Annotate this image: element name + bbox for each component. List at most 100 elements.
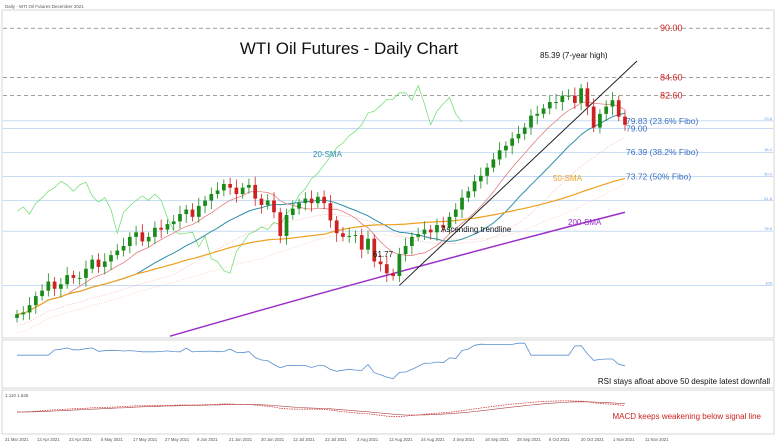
candle-body [184,209,189,215]
candle-body [572,95,577,103]
candle-body [209,194,214,201]
x-tick-label: 1 Nov 2021 [613,437,635,442]
candle-body [478,175,483,182]
cloud-span-b [16,183,626,333]
candle-body [284,215,289,236]
candle-body [109,255,113,262]
x-tick-label: 12 Aug 2021 [389,437,413,442]
candle-body [591,106,596,128]
level-label: 76.39 (38.2% Fibo) [626,147,698,157]
candle-body [334,220,339,234]
candle-body [435,225,439,233]
candle-body [391,273,395,277]
x-axis: 31 Mar 2021 13 Apr 2021 23 Apr 2021 5 May 2… [5,437,669,442]
candle-body [416,234,421,237]
x-tick-label: 27 May 2021 [165,437,190,442]
x-tick-label: 12 Jul 2021 [293,437,315,442]
candle-body [441,225,446,228]
annotation-sma200: 200-SMA [568,218,602,227]
x-tick-label: 8 Oct 2021 [549,437,570,442]
price-panel [1,9,775,339]
symbol-header: Daily · WTI Oil Futures December 2021 [5,4,84,9]
fibo-tag: 78.6 [764,226,773,231]
candle-body [265,200,270,205]
annotation-high: 85.39 (7-year high) [540,51,608,60]
candle-body [165,224,170,230]
candle-body [33,296,38,306]
x-tick-label: 22 Jul 2021 [325,437,347,442]
candle-body [84,268,88,278]
candle-body [566,95,571,97]
cloud-span-a [16,137,626,326]
candle-body [529,115,533,128]
x-tick-label: 23 Apr 2021 [69,437,92,442]
candle-body [297,203,301,209]
candle-body [460,197,464,210]
candle-body [303,198,308,204]
macd-note: MACD keeps weakening below signal line [612,412,761,421]
candle-body [115,250,120,256]
candle-body [328,203,333,221]
x-tick-label: 20 Oct 2021 [581,437,604,442]
level-label: 90.00 [660,23,683,33]
x-tick-label: 17 May 2021 [133,437,158,442]
candle-body [190,209,195,217]
annotation-sma20: 20-SMA [313,150,343,159]
candle-body [378,261,383,265]
candle-body [347,235,352,237]
candle-body [127,236,132,246]
candle-body [153,227,157,237]
candle-body [102,261,107,267]
candle-body [522,127,527,134]
candle-body [384,264,389,274]
candle-body [240,187,245,195]
candle-body [196,205,201,217]
x-tick-label: 24 Aug 2021 [421,437,445,442]
annotation-sma50: 50-SMA [553,174,583,183]
fibo-tag: 50.0 [764,172,773,177]
candle-body [598,113,602,128]
level-label: 84.60 [660,72,683,82]
candle-body [59,284,63,289]
candle-body [585,88,590,107]
fibo-tag: 100 [765,280,772,285]
candle-body [234,187,239,195]
candle-body [341,233,345,237]
candle-body [146,236,151,242]
candle-body [466,191,471,198]
candle-body [52,281,57,289]
candle-body [497,150,502,160]
candle-body [516,133,521,139]
annotation-low: 61.77 [373,250,394,259]
candle-body [510,138,515,146]
candle-body [77,277,82,279]
candle-body [309,198,314,204]
candle-body [178,214,182,222]
tenkan-line [16,101,626,315]
candle-body [272,200,276,213]
x-tick-label: 16 Sep 2021 [485,437,509,442]
candle-body [610,100,615,107]
chart-title: WTI Oil Futures - Daily Chart [240,39,458,58]
candle-body [403,245,408,255]
x-tick-label: 11 Nov 2021 [645,437,669,442]
candle-body [316,196,320,204]
candle-body [541,108,546,114]
level-label: 82.60 [660,91,683,101]
signal-line [17,401,626,416]
candle-body [46,281,51,291]
candle-body [278,212,283,236]
candle-body [410,236,414,246]
candle-body [372,238,377,262]
candle-body [140,232,145,242]
candle-body [259,198,264,205]
candle-body [359,235,364,250]
level-label: 79.83 (23.6% Fibo) [626,116,698,126]
x-tick-label: 30 Jun 2021 [261,437,285,442]
candle-body [96,259,101,267]
candle-body [485,167,489,176]
x-tick-label: 28 Sep 2021 [517,437,541,442]
candle-body [472,181,477,192]
x-tick-label: 3 Aug 2021 [357,437,379,442]
